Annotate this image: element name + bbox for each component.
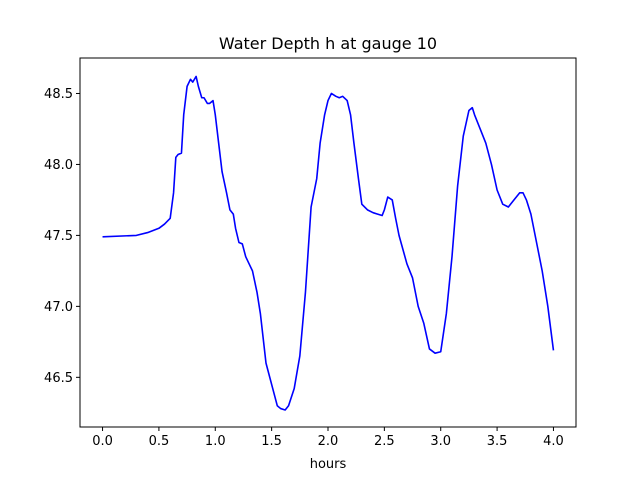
x-tick-label: 3.0 [430,434,451,449]
x-tick-label: 1.0 [205,434,226,449]
x-tick-label: 2.5 [374,434,395,449]
x-tick-label: 1.5 [261,434,282,449]
x-tick-label: 4.0 [543,434,564,449]
plot-area-background [80,58,576,427]
x-axis-label: hours [310,457,347,472]
tick-layer: 0.0 0.5 1.0 1.5 2.0 2.5 3.0 3.5 4.0 46.5 47.0 47.5 4… [44,87,564,449]
y-tick-label: 47.0 [44,300,73,315]
y-tick-label: 47.5 [44,229,73,244]
x-tick-label: 3.5 [487,434,508,449]
x-tick-label: 0.0 [92,434,113,449]
series-line-0 [102,75,555,411]
y-tick-label: 48.5 [44,87,73,102]
y-tick-label: 48.0 [44,158,73,173]
x-tick-label: 2.0 [318,434,339,449]
plot-frame [79,57,577,428]
y-tick-label: 46.5 [44,371,73,386]
series-layer [102,75,555,411]
chart-title: Water Depth h at gauge 10 [219,34,437,53]
x-tick-label: 0.5 [149,434,170,449]
